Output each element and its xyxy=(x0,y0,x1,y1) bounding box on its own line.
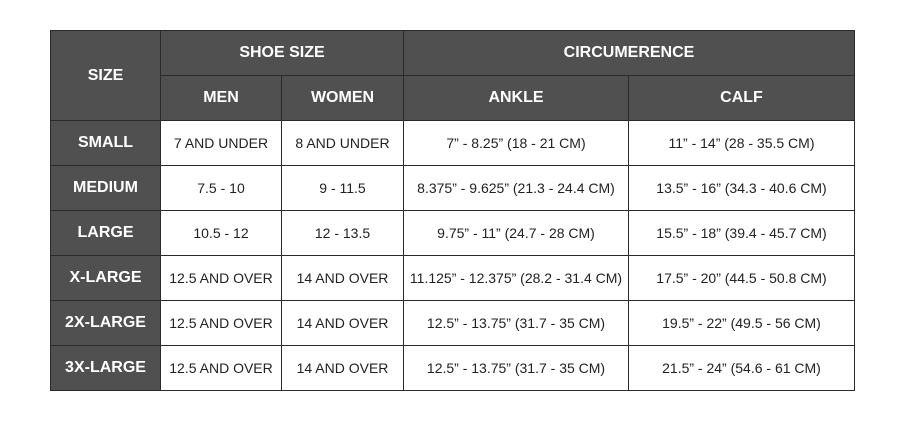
cell-women: 8 AND UNDER xyxy=(281,120,404,166)
cell-men: 10.5 - 12 xyxy=(160,210,282,256)
cell-women: 14 AND OVER xyxy=(281,345,404,391)
table-row: SMALL 7 AND UNDER 8 AND UNDER 7” - 8.25” (1… xyxy=(50,120,855,166)
cell-calf: 13.5” - 16” (34.3 - 40.6 CM) xyxy=(628,165,855,211)
cell-men: 7.5 - 10 xyxy=(160,165,282,211)
cell-women: 14 AND OVER xyxy=(281,255,404,301)
header-circumference: CIRCUMERENCE xyxy=(403,30,855,76)
cell-size: MEDIUM xyxy=(50,165,161,211)
cell-calf: 19.5” - 22” (49.5 - 56 CM) xyxy=(628,300,855,346)
cell-calf: 21.5” - 24” (54.6 - 61 CM) xyxy=(628,345,855,391)
header-calf: CALF xyxy=(628,75,855,121)
header-shoe-size: SHOE SIZE xyxy=(160,30,404,76)
cell-size: SMALL xyxy=(50,120,161,166)
cell-men: 12.5 AND OVER xyxy=(160,255,282,301)
size-chart-table: SIZE SHOE SIZE CIRCUMERENCE MEN WOMEN AN… xyxy=(50,30,855,391)
cell-ankle: 7” - 8.25” (18 - 21 CM) xyxy=(403,120,629,166)
cell-men: 12.5 AND OVER xyxy=(160,300,282,346)
cell-ankle: 12.5” - 13.75” (31.7 - 35 CM) xyxy=(403,300,629,346)
table-row: MEDIUM 7.5 - 10 9 - 11.5 8.375” - 9.625” (2… xyxy=(50,165,855,211)
table-row: 2X-LARGE 12.5 AND OVER 14 AND OVER 12.5” - … xyxy=(50,300,855,346)
header-size: SIZE xyxy=(50,30,161,121)
cell-size: LARGE xyxy=(50,210,161,256)
cell-size: X-LARGE xyxy=(50,255,161,301)
cell-women: 14 AND OVER xyxy=(281,300,404,346)
cell-ankle: 9.75” - 11” (24.7 - 28 CM) xyxy=(403,210,629,256)
cell-calf: 15.5” - 18” (39.4 - 45.7 CM) xyxy=(628,210,855,256)
table-row: LARGE 10.5 - 12 12 - 13.5 9.75” - 11” (24.7… xyxy=(50,210,855,256)
table-row: 3X-LARGE 12.5 AND OVER 14 AND OVER 12.5” - … xyxy=(50,345,855,391)
cell-women: 9 - 11.5 xyxy=(281,165,404,211)
cell-calf: 11” - 14” (28 - 35.5 CM) xyxy=(628,120,855,166)
cell-size: 2X-LARGE xyxy=(50,300,161,346)
header-men: MEN xyxy=(160,75,282,121)
cell-men: 7 AND UNDER xyxy=(160,120,282,166)
cell-women: 12 - 13.5 xyxy=(281,210,404,256)
table-row: X-LARGE 12.5 AND OVER 14 AND OVER 11.125” -… xyxy=(50,255,855,301)
cell-ankle: 12.5” - 13.75” (31.7 - 35 CM) xyxy=(403,345,629,391)
header-women: WOMEN xyxy=(281,75,404,121)
cell-calf: 17.5” - 20” (44.5 - 50.8 CM) xyxy=(628,255,855,301)
cell-size: 3X-LARGE xyxy=(50,345,161,391)
cell-men: 12.5 AND OVER xyxy=(160,345,282,391)
header-ankle: ANKLE xyxy=(403,75,629,121)
cell-ankle: 11.125” - 12.375” (28.2 - 31.4 CM) xyxy=(403,255,629,301)
cell-ankle: 8.375” - 9.625” (21.3 - 24.4 CM) xyxy=(403,165,629,211)
